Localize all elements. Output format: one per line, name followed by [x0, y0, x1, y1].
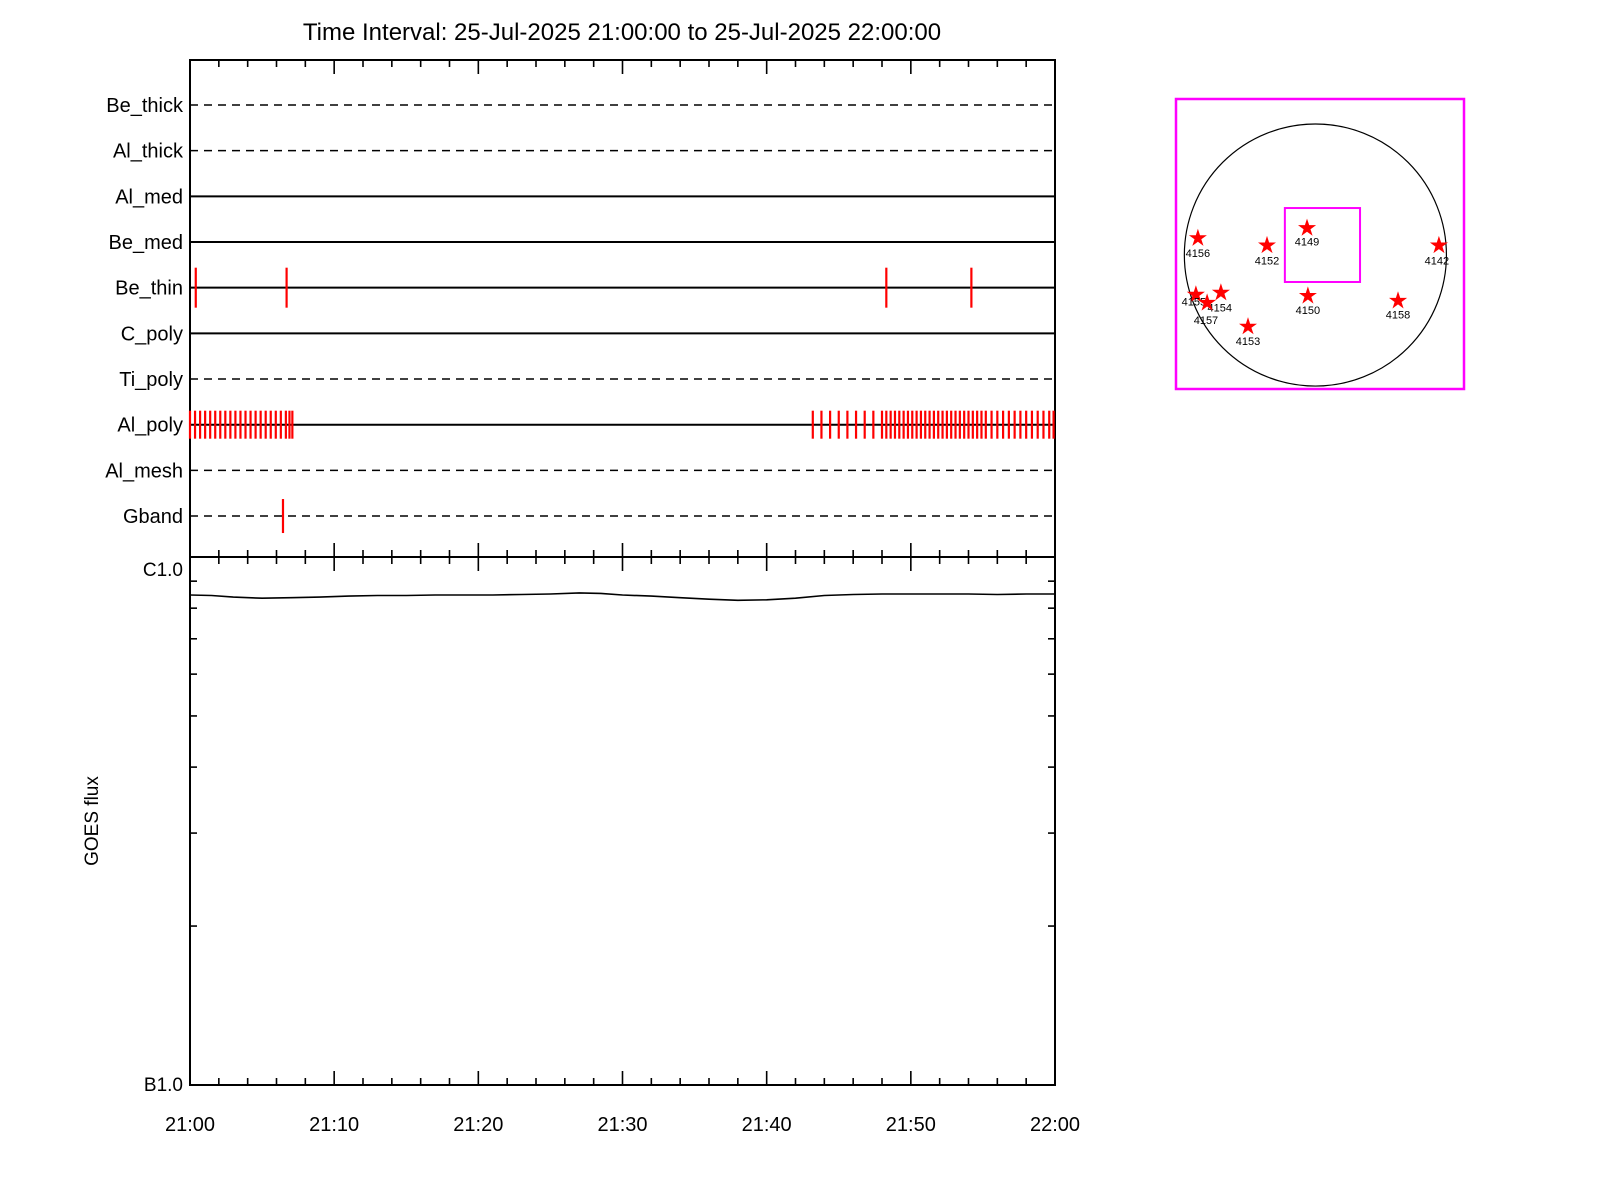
x-tick-label: 21:10 [309, 1114, 359, 1136]
active-region-label: 4150 [1296, 305, 1320, 317]
filter-label-Al_med: Al_med [115, 186, 183, 208]
active-region-star-4152 [1258, 235, 1276, 254]
active-region-label: 4152 [1255, 255, 1279, 267]
x-tick-label: 21:30 [597, 1114, 647, 1136]
active-region-label: 4155 [1182, 296, 1206, 308]
plot-title: Time Interval: 25-Jul-2025 21:00:00 to 2… [303, 19, 941, 46]
active-region-star-4149 [1298, 218, 1317, 236]
goes-flux-line [189, 592, 1055, 602]
active-region-star-4157 [1198, 293, 1217, 311]
goes-panel-border [189, 556, 1056, 1086]
filter-label-Al_mesh: Al_mesh [105, 460, 183, 482]
active-region-label: 4142 [1425, 255, 1449, 267]
goes-ytick-top-label: C1.0 [143, 560, 183, 581]
active-region-star-4155 [1186, 285, 1205, 303]
filter-label-Be_thick: Be_thick [106, 95, 184, 117]
filter-label-Gband: Gband [123, 506, 183, 528]
goes-ytick-bottom-label: B1.0 [144, 1075, 183, 1096]
solar-limb-circle [1183, 123, 1448, 387]
fov-box [1283, 207, 1362, 283]
active-region-label: 4156 [1186, 248, 1210, 260]
active-region-label: 4153 [1236, 336, 1260, 348]
filter-label-Be_med: Be_med [109, 232, 184, 254]
active-region-label: 4154 [1208, 302, 1232, 314]
generated-plot-content: Be_thick Al_thick Al_med Be_med Be_thin C_pol… [105, 59, 1466, 1136]
x-tick-label: 21:00 [165, 1114, 215, 1136]
filter-label-Al_thick: Al_thick [113, 141, 184, 163]
filter-label-C_poly: C_poly [121, 323, 183, 345]
x-tick-label: 21:40 [742, 1114, 792, 1136]
timeline-panel-border [189, 59, 1056, 558]
x-tick-label: 21:50 [886, 1114, 936, 1136]
x-tick-label: 22:00 [1030, 1114, 1080, 1136]
x-tick-label: 21:20 [453, 1114, 503, 1136]
active-region-label: 4158 [1386, 310, 1410, 322]
active-region-star-4158 [1389, 291, 1408, 309]
active-region-star-4153 [1239, 317, 1257, 335]
goes-y-axis-label: GOES flux [82, 776, 103, 866]
active-region-star-4142 [1429, 235, 1448, 254]
filter-label-Be_thin: Be_thin [115, 278, 183, 300]
filter-label-Al_poly: Al_poly [117, 415, 183, 437]
active-region-label: 4149 [1295, 236, 1319, 248]
active-region-star-4150 [1298, 286, 1317, 304]
active-region-star-4156 [1188, 228, 1207, 246]
filter-label-Ti_poly: Ti_poly [119, 369, 183, 391]
active-region-label: 4157 [1194, 315, 1218, 327]
active-region-star-4154 [1211, 283, 1230, 301]
disk-outer-box [1174, 97, 1466, 391]
